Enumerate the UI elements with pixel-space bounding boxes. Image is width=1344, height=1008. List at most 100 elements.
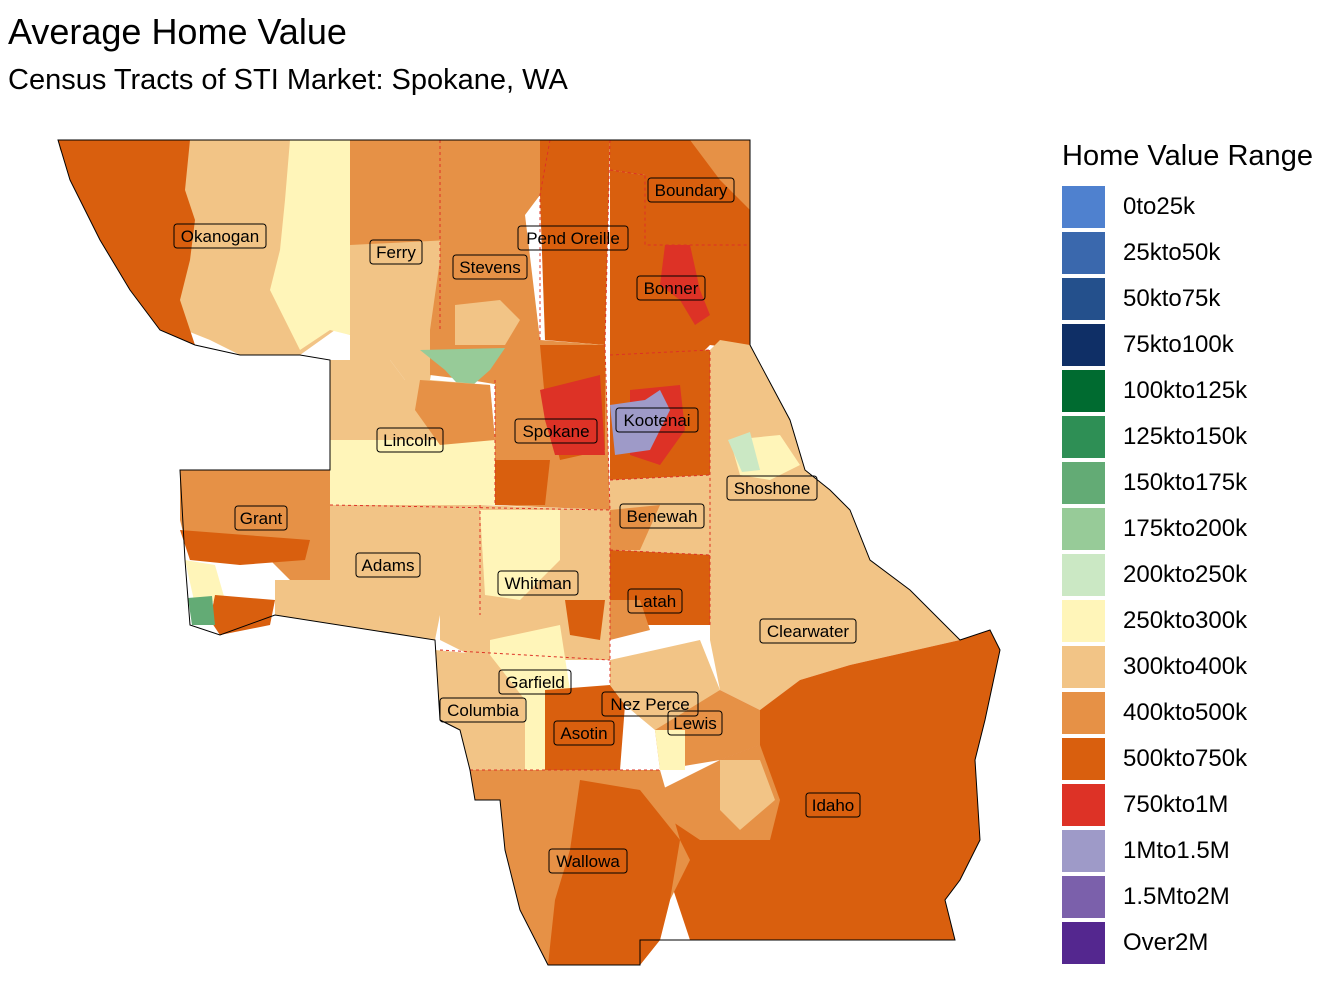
region-lincoln-yellow <box>330 440 495 505</box>
label-bonner: Bonner <box>636 275 706 301</box>
legend-label: 200kto250k <box>1123 561 1248 588</box>
legend-item: 75kto100k <box>1062 322 1342 368</box>
label-benewah: Benewah <box>619 503 705 529</box>
svg-text:Ferry: Ferry <box>376 243 416 262</box>
legend-label: 100kto125k <box>1123 377 1248 404</box>
region-garfield <box>490 625 570 770</box>
legend-swatch <box>1062 508 1105 550</box>
region-okanogan-west <box>58 140 195 345</box>
legend-swatch <box>1062 922 1105 964</box>
legend-swatch <box>1062 186 1105 228</box>
boundary-stevens-pend-oreille <box>539 139 551 340</box>
region-latah-orange <box>610 600 650 640</box>
boundary-state-line <box>604 139 611 685</box>
region-columbia <box>435 650 525 770</box>
legend-swatch <box>1062 876 1105 918</box>
svg-text:Whitman: Whitman <box>504 574 571 593</box>
legend-label: 75kto100k <box>1123 331 1234 358</box>
legend: Home Value Range 0to25k 25kto50k 50kto75k 7… <box>1062 136 1342 966</box>
map-title: Average Home Value <box>8 11 347 52</box>
legend-item: 100kto125k <box>1062 368 1342 414</box>
svg-text:Lincoln: Lincoln <box>383 431 437 450</box>
legend-item: 250kto300k <box>1062 598 1342 644</box>
legend-item: 200kto250k <box>1062 552 1342 598</box>
label-shoshone: Shoshone <box>726 475 818 501</box>
label-columbia: Columbia <box>439 697 527 723</box>
legend-swatch <box>1062 324 1105 366</box>
region-okanogan-east <box>270 140 350 350</box>
county-regions <box>58 140 1000 965</box>
boundary-benewah-latah <box>609 549 711 556</box>
legend-item: 125kto150k <box>1062 414 1342 460</box>
label-ferry: Ferry <box>369 239 423 265</box>
label-adams: Adams <box>355 552 421 578</box>
legend-item: 500kto750k <box>1062 736 1342 782</box>
legend-item: 50kto75k <box>1062 276 1342 322</box>
legend-item: Over2M <box>1062 920 1342 966</box>
svg-text:Clearwater: Clearwater <box>767 622 850 641</box>
boundary-boundary-bonner <box>609 169 750 246</box>
legend-label: 250kto300k <box>1123 607 1248 634</box>
svg-text:Adams: Adams <box>362 556 415 575</box>
boundary-whitman-south <box>439 649 611 661</box>
legend-swatch <box>1062 646 1105 688</box>
legend-label: 300kto400k <box>1123 653 1248 680</box>
region-grant-green <box>188 596 215 625</box>
svg-text:Benewah: Benewah <box>627 507 698 526</box>
svg-text:Okanogan: Okanogan <box>181 227 259 246</box>
svg-text:Latah: Latah <box>634 592 677 611</box>
label-garfield: Garfield <box>498 669 572 695</box>
legend-item: 1Mto1.5M <box>1062 828 1342 874</box>
legend-swatch <box>1062 278 1105 320</box>
svg-text:Wallowa: Wallowa <box>556 852 620 871</box>
region-lincoln-orange <box>415 380 495 445</box>
svg-text:Stevens: Stevens <box>459 258 520 277</box>
region-bonner-red <box>660 245 710 325</box>
region-grant-west <box>180 530 310 565</box>
label-okanogan: Okanogan <box>173 223 267 249</box>
region-grant-yellow <box>185 560 225 605</box>
legend-label: 1.5Mto2M <box>1123 883 1230 910</box>
label-grant: Grant <box>234 505 288 531</box>
region-grant-south <box>210 595 275 635</box>
market-outline <box>57 139 1001 966</box>
svg-text:Grant: Grant <box>240 509 283 528</box>
legend-item: 25kto50k <box>1062 230 1342 276</box>
county-boundaries <box>329 139 750 771</box>
legend-swatch <box>1062 692 1105 734</box>
legend-label: 750kto1M <box>1123 791 1229 818</box>
region-whitman-orange <box>565 600 605 640</box>
region-idaho-tan <box>720 760 775 830</box>
legend-label: 50kto75k <box>1123 285 1221 312</box>
label-spokane: Spokane <box>514 418 598 444</box>
svg-text:Spokane: Spokane <box>522 422 589 441</box>
label-nez-perce: Nez Perce <box>601 691 699 717</box>
label-clearwater: Clearwater <box>759 618 857 644</box>
svg-text:Shoshone: Shoshone <box>734 479 811 498</box>
region-whitman-yellow <box>480 510 560 600</box>
svg-text:Kootenai: Kootenai <box>623 411 690 430</box>
legend-label: 1Mto1.5M <box>1123 837 1230 864</box>
svg-text:Pend Oreille: Pend Oreille <box>526 229 620 248</box>
svg-text:Boundary: Boundary <box>655 181 728 200</box>
legend-swatch <box>1062 370 1105 412</box>
legend-swatch <box>1062 462 1105 504</box>
legend-item: 400kto500k <box>1062 690 1342 736</box>
region-idaho <box>660 630 1000 940</box>
svg-text:Idaho: Idaho <box>812 796 855 815</box>
region-pend-oreille <box>540 140 610 345</box>
legend-swatch <box>1062 554 1105 596</box>
region-stevens-south <box>420 348 505 392</box>
boundary-kootenai-benewah <box>609 474 711 481</box>
legend-swatch <box>1062 830 1105 872</box>
legend-swatch <box>1062 600 1105 642</box>
label-asotin: Asotin <box>553 720 615 746</box>
label-whitman: Whitman <box>497 570 579 596</box>
legend-item: 1.5Mto2M <box>1062 874 1342 920</box>
svg-text:Nez Perce: Nez Perce <box>610 695 689 714</box>
region-asotin <box>545 685 625 770</box>
svg-text:Asotin: Asotin <box>560 724 607 743</box>
label-boundary: Boundary <box>647 177 735 203</box>
county-labels: Okanogan Ferry Stevens Pend Oreille Boun… <box>173 177 861 874</box>
